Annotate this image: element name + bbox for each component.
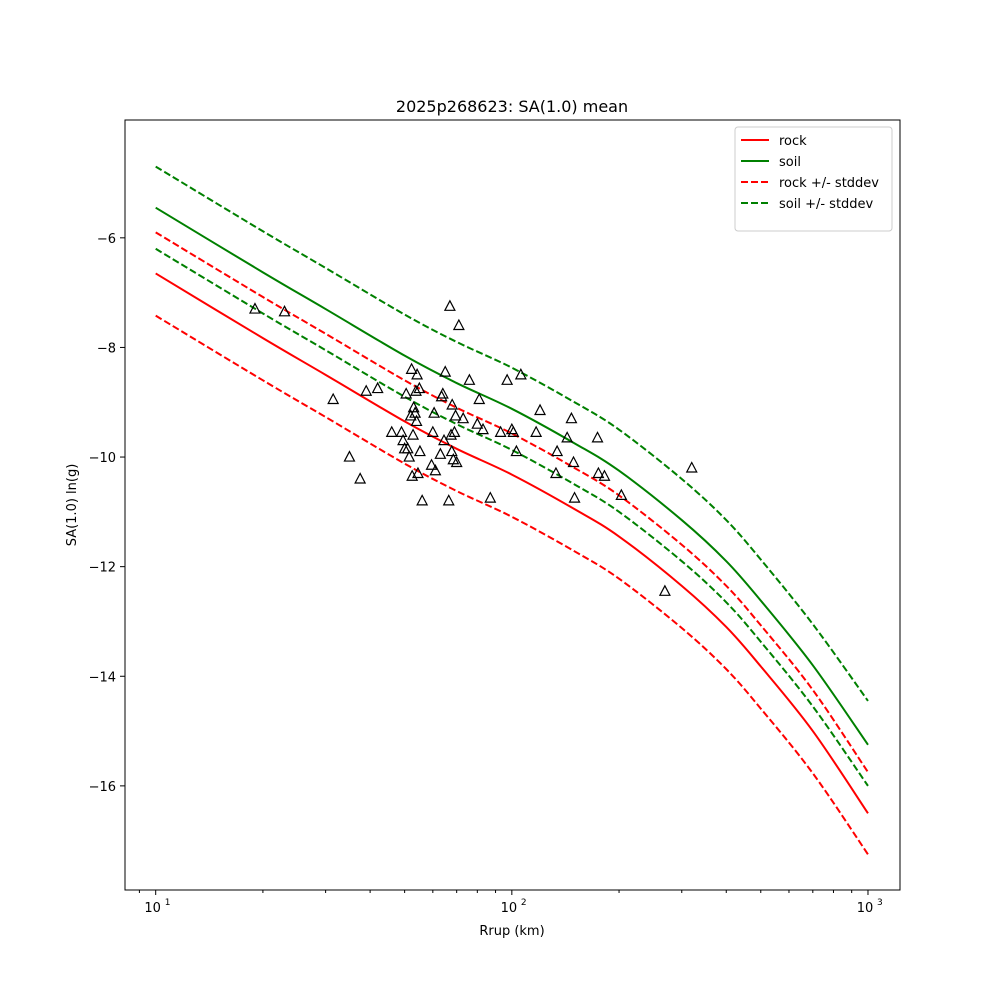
legend-box <box>734 126 893 232</box>
observation-point <box>395 425 408 437</box>
y-axis-label: SA(1.0) ln(g) <box>65 464 80 547</box>
series-line-soil-stddev-5 <box>155 247 869 787</box>
observation-point <box>510 444 523 457</box>
series-line-soil-stddev-4 <box>155 165 869 702</box>
observation-point <box>446 398 459 410</box>
observation-point <box>463 373 476 385</box>
observation-point <box>568 491 581 503</box>
plot-frame <box>124 119 901 891</box>
y-tick-label: −6 <box>97 232 116 247</box>
x-axis: 10 1 10 2 10 3 <box>138 890 883 916</box>
observation-point <box>484 491 497 503</box>
observation-point <box>410 414 423 427</box>
observation-point <box>411 368 424 380</box>
observation-point <box>501 373 514 385</box>
observation-point <box>385 425 398 437</box>
legend-label: soil +/- stddev <box>779 197 874 212</box>
x-tick-label: 10 <box>144 901 161 916</box>
series-line-rock-0 <box>155 272 869 814</box>
observation-point <box>413 381 426 394</box>
observation-point <box>401 442 414 454</box>
observations-layer <box>248 299 698 596</box>
y-tick-label: −10 <box>89 451 116 466</box>
observation-point <box>443 299 456 311</box>
observation-point <box>404 409 417 421</box>
y-axis: −6 −8 −10 −12 −14 −16 <box>89 232 125 795</box>
observation-point <box>471 417 484 429</box>
observation-point <box>407 428 420 440</box>
observation-point <box>494 425 507 437</box>
observation-point <box>409 384 422 396</box>
observation-point <box>442 494 455 506</box>
observation-point <box>549 466 562 479</box>
observation-point <box>598 469 611 481</box>
legend-label: soil <box>779 155 801 170</box>
observation-point <box>452 318 465 331</box>
observation-point <box>426 425 439 437</box>
x-tick-label: 10 <box>857 901 874 916</box>
observation-point <box>514 368 527 380</box>
x-tick-label-exponent: 1 <box>165 898 171 908</box>
observation-point <box>551 444 564 457</box>
y-tick-label: −12 <box>89 561 116 576</box>
chart-title: 2025p268623: SA(1.0) mean <box>396 97 628 116</box>
observation-point <box>436 387 449 399</box>
observation-point <box>445 444 458 457</box>
observation-point <box>534 403 547 416</box>
observation-point <box>565 411 578 424</box>
x-axis-label: Rrup (km) <box>479 924 544 939</box>
observation-point <box>473 392 486 405</box>
y-tick-label: −8 <box>97 341 116 356</box>
observation-point <box>354 472 367 484</box>
observation-point <box>403 450 416 462</box>
observation-point <box>561 431 574 443</box>
legend-label: rock <box>779 134 807 149</box>
series-line-rock-stddev-2 <box>155 231 869 773</box>
observation-point <box>327 392 340 405</box>
observation-point <box>360 384 373 396</box>
observation-point <box>445 428 458 440</box>
x-tick-label: 10 <box>501 901 518 916</box>
y-tick-label: −16 <box>89 780 116 795</box>
plot-area <box>124 119 901 891</box>
observation-point <box>425 458 438 470</box>
observation-point <box>567 455 580 468</box>
observation-point <box>449 409 462 421</box>
observation-point <box>450 455 463 468</box>
observation-point <box>248 302 261 314</box>
observation-point <box>371 381 384 394</box>
observation-point <box>343 450 356 462</box>
series-line-rock-stddev-3 <box>155 314 869 855</box>
observation-point <box>457 411 470 424</box>
observation-point <box>658 584 671 596</box>
y-tick-label: −14 <box>89 670 116 685</box>
observation-point <box>591 431 604 443</box>
observation-point <box>685 461 698 473</box>
legend: rock soil rock +/- stddev soil +/- stddev <box>734 126 893 232</box>
observation-point <box>413 444 426 457</box>
observation-point <box>439 365 452 377</box>
observation-point <box>416 494 429 506</box>
observation-point <box>592 466 605 479</box>
observation-point <box>400 387 413 399</box>
observation-point <box>428 406 441 418</box>
observation-point <box>397 433 410 446</box>
observation-point <box>438 433 451 446</box>
legend-label: rock +/- stddev <box>779 176 879 191</box>
observation-point <box>477 422 490 435</box>
observation-point <box>615 488 628 501</box>
observation-point <box>429 463 442 476</box>
observation-point <box>409 406 422 418</box>
observation-point <box>411 466 424 479</box>
observation-point <box>434 447 447 459</box>
observation-point <box>507 425 520 437</box>
x-tick-label-exponent: 2 <box>521 898 527 908</box>
observation-point <box>530 425 543 437</box>
observation-point <box>405 362 418 374</box>
x-tick-label-exponent: 3 <box>877 898 883 908</box>
observation-point <box>448 425 461 437</box>
observation-point <box>278 305 291 317</box>
